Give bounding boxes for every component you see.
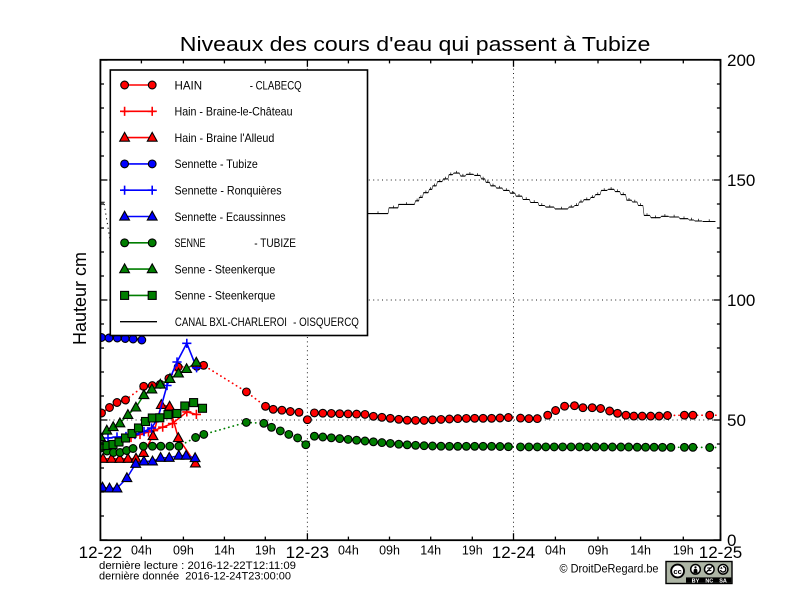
- svg-text:0: 0: [727, 531, 736, 550]
- svg-text:SENNE: SENNE: [175, 236, 206, 250]
- svg-text:- CLABECQ: - CLABECQ: [250, 78, 302, 92]
- svg-text:50: 50: [727, 411, 746, 430]
- svg-text:NC: NC: [705, 579, 713, 585]
- svg-text:CANAL BXL-CHARLEROI: CANAL BXL-CHARLEROI: [175, 315, 287, 329]
- svg-text:dernière lecture : 2016-12-22T: dernière lecture : 2016-12-22T12:11:09: [99, 560, 296, 572]
- svg-text:SA: SA: [719, 579, 727, 585]
- svg-text:cc: cc: [673, 567, 681, 576]
- svg-text:Sennette - Tubize: Sennette - Tubize: [175, 157, 259, 171]
- svg-text:150: 150: [727, 171, 755, 190]
- svg-text:19h: 19h: [673, 544, 694, 558]
- svg-text:12-22: 12-22: [79, 543, 122, 562]
- svg-text:04h: 04h: [338, 544, 359, 558]
- svg-text:200: 200: [727, 51, 755, 70]
- svg-text:14h: 14h: [214, 544, 235, 558]
- svg-text:Hain - Braine l'Alleud: Hain - Braine l'Alleud: [175, 131, 275, 145]
- svg-text:Hauteur cm: Hauteur cm: [70, 252, 90, 345]
- svg-text:04h: 04h: [545, 544, 566, 558]
- svg-text:Senne - Steenkerque: Senne - Steenkerque: [175, 289, 276, 303]
- svg-text:- OISQUERCQ: - OISQUERCQ: [293, 315, 359, 329]
- svg-text:Hain - Braine-le-Château: Hain - Braine-le-Château: [175, 105, 293, 119]
- svg-text:HAIN: HAIN: [175, 78, 203, 92]
- svg-text:09h: 09h: [588, 544, 609, 558]
- svg-text:14h: 14h: [630, 544, 651, 558]
- svg-text:Senne - Steenkerque: Senne - Steenkerque: [175, 262, 276, 276]
- svg-text:19h: 19h: [462, 544, 483, 558]
- svg-text:09h: 09h: [379, 544, 400, 558]
- svg-text:09h: 09h: [173, 544, 194, 558]
- svg-text:14h: 14h: [420, 544, 441, 558]
- svg-text:12-23: 12-23: [286, 543, 329, 562]
- svg-text:Sennette - Ecaussinnes: Sennette - Ecaussinnes: [175, 210, 286, 224]
- svg-text:BY: BY: [692, 579, 700, 585]
- svg-text:- TUBIZE: - TUBIZE: [254, 236, 296, 250]
- svg-text:19h: 19h: [255, 544, 276, 558]
- svg-text:12-24: 12-24: [492, 543, 535, 562]
- svg-text:12-25: 12-25: [699, 543, 742, 562]
- svg-text:© DroitDeRegard.be: © DroitDeRegard.be: [560, 562, 659, 576]
- svg-text:04h: 04h: [131, 544, 152, 558]
- svg-text:Niveaux des cours d'eau qui pa: Niveaux des cours d'eau qui passent à Tu…: [180, 34, 651, 56]
- svg-text:100: 100: [727, 291, 755, 310]
- svg-text:Sennette - Ronquières: Sennette - Ronquières: [175, 184, 282, 198]
- svg-text:dernière donnée 2016-12-24T23: dernière donnée 2016-12-24T23:00:00: [99, 571, 291, 583]
